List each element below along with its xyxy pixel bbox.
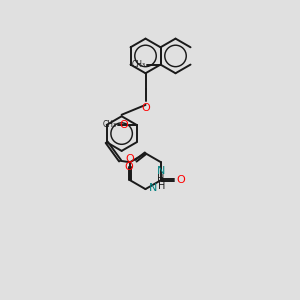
Text: H: H [158,181,165,191]
Text: N: N [149,183,158,193]
Text: CH₃: CH₃ [131,60,146,69]
Text: O: O [119,120,128,130]
Text: N: N [157,166,165,176]
Text: O: O [141,103,150,113]
Text: O: O [176,175,184,185]
Text: CH₃: CH₃ [103,120,117,129]
Text: H: H [157,174,165,184]
Text: O: O [125,162,134,172]
Text: O: O [126,154,134,164]
